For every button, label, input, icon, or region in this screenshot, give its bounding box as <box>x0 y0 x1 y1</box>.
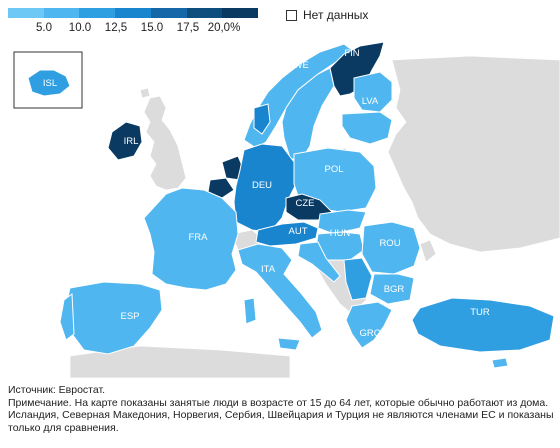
legend-tick: 17,5 <box>176 22 200 34</box>
legend-tick: 5.0 <box>36 22 52 34</box>
legend-swatch <box>186 8 223 18</box>
label-esp: ESP <box>120 311 139 322</box>
country-irl <box>107 121 143 161</box>
label-swe: SWE <box>287 60 309 71</box>
country-rou <box>361 221 421 275</box>
note-text: Примечание. На карте показаны занятые лю… <box>8 396 554 434</box>
label-nor: NOR <box>253 54 274 65</box>
label-aut: AUT <box>289 226 308 237</box>
country-labels: ISL NOR SWE FIN LVA IRL DEU POL CZE FRA … <box>43 48 490 339</box>
legend-swatch <box>79 8 116 18</box>
legend-tick: 20,0% <box>207 22 241 34</box>
legend-swatch <box>43 8 80 18</box>
label-deu: DEU <box>252 180 272 191</box>
country-dnk <box>253 103 271 135</box>
label-tur: TUR <box>470 307 490 318</box>
footer: Источник: Евростат. Примечание. На карте… <box>8 384 556 434</box>
legend: 5.0 10.0 12,5 15.0 17,5 20,0% <box>8 8 259 42</box>
country-cyprus <box>491 357 509 369</box>
country-fin <box>329 41 385 97</box>
no-data-label: Нет данных <box>303 8 369 22</box>
legend-swatch <box>8 8 44 18</box>
country-sicily <box>277 337 301 351</box>
legend-tick: 10.0 <box>68 22 92 34</box>
country-bgr <box>369 273 415 305</box>
label-grc: GRC <box>359 328 380 339</box>
country-lva-south <box>341 111 393 145</box>
country-grc <box>345 301 393 349</box>
legend-tick: 12,5 <box>104 22 128 34</box>
label-fra: FRA <box>189 232 209 243</box>
country-lva <box>353 71 393 113</box>
country-bel <box>207 177 235 199</box>
countries <box>27 41 555 369</box>
label-fin: FIN <box>344 48 359 59</box>
country-swe <box>281 67 335 163</box>
label-pol: POL <box>324 164 343 175</box>
country-slo-cro <box>297 241 341 283</box>
country-srb <box>343 257 373 301</box>
label-irl: IRL <box>124 136 139 147</box>
label-hun: HUN <box>330 228 351 239</box>
country-prt <box>59 293 75 341</box>
label-rou: ROU <box>379 238 400 249</box>
no-data-legend: Нет данных <box>286 8 368 22</box>
label-isl: ISL <box>43 78 57 89</box>
legend-tick: 15.0 <box>140 22 164 34</box>
country-aut <box>255 221 319 247</box>
legend-swatch <box>115 8 151 18</box>
label-lva: LVA <box>362 96 379 107</box>
source-text: Источник: Евростат. <box>8 384 106 396</box>
country-isl <box>27 69 71 97</box>
country-ita <box>237 243 323 339</box>
country-sardinia <box>243 297 257 325</box>
legend-swatch <box>150 8 187 18</box>
europe-map: ISL NOR SWE FIN LVA IRL DEU POL CZE FRA … <box>0 38 560 378</box>
label-ita: ITA <box>261 264 276 275</box>
legend-ticks: 5.0 10.0 12,5 15.0 17,5 20,0% <box>8 22 258 42</box>
country-tur <box>411 297 555 353</box>
legend-swatch <box>222 8 259 18</box>
country-fra <box>143 187 239 291</box>
legend-color-scale <box>8 8 259 18</box>
label-cze: CZE <box>296 198 315 209</box>
label-bgr: BGR <box>384 284 405 295</box>
no-data-swatch <box>286 9 297 21</box>
